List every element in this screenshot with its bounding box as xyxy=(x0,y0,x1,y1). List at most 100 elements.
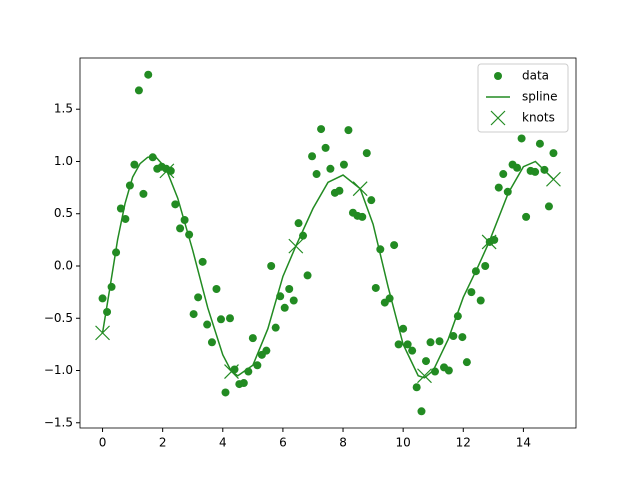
data-point xyxy=(107,282,116,291)
data-point xyxy=(522,212,531,221)
data-point xyxy=(476,296,485,305)
data-point xyxy=(189,310,198,319)
x-tick-label: 14 xyxy=(516,436,531,450)
legend-marker xyxy=(490,110,506,126)
y-tick-label: −0.5 xyxy=(44,311,73,325)
data-point xyxy=(280,303,289,312)
legend-marker xyxy=(494,72,502,80)
data-point xyxy=(134,86,143,95)
data-point xyxy=(449,332,458,341)
y-tick-label: −1.0 xyxy=(44,363,73,377)
x-tick-label: 6 xyxy=(279,436,287,450)
data-point xyxy=(121,214,130,223)
data-point xyxy=(371,283,380,292)
spline-line xyxy=(101,155,554,379)
x-tick-label: 8 xyxy=(339,436,347,450)
data-point xyxy=(499,170,508,179)
data-point xyxy=(207,338,216,347)
data-point xyxy=(444,366,453,375)
y-tick-label: 1.5 xyxy=(54,102,73,116)
data-point xyxy=(267,261,276,270)
data-point xyxy=(198,257,207,266)
data-point xyxy=(399,324,408,333)
knot xyxy=(481,234,497,250)
data-point xyxy=(435,337,444,346)
knot xyxy=(546,171,561,187)
legend-label: data xyxy=(522,69,549,83)
data-point xyxy=(458,333,467,342)
knot xyxy=(288,238,304,254)
data-point xyxy=(403,340,412,349)
data-point xyxy=(481,261,490,270)
data-point xyxy=(490,235,499,244)
data-point xyxy=(462,358,471,367)
data-point xyxy=(408,346,417,355)
legend-label: knots xyxy=(522,111,555,125)
y-tick-label: 0.5 xyxy=(54,206,73,220)
data-point xyxy=(221,388,230,397)
data-point xyxy=(289,296,298,305)
data-point xyxy=(294,219,303,228)
axes-frame xyxy=(79,57,577,429)
x-tick-label: 2 xyxy=(159,436,167,450)
data-point xyxy=(339,160,348,169)
data-point xyxy=(326,164,335,173)
data-point xyxy=(303,271,312,280)
data-point xyxy=(417,407,426,416)
data-point xyxy=(390,241,399,250)
data-point xyxy=(130,160,139,169)
data-point xyxy=(531,167,540,176)
data-point xyxy=(144,70,153,79)
data-point xyxy=(212,284,221,293)
data-point xyxy=(358,212,367,221)
x-tick-label: 4 xyxy=(219,436,227,450)
data-point xyxy=(467,288,476,297)
data-point xyxy=(139,189,148,198)
data-point xyxy=(171,200,180,209)
y-tick-label: −1.5 xyxy=(44,415,73,429)
data-point xyxy=(321,143,330,152)
x-tick-label: 12 xyxy=(456,436,471,450)
x-tick-label: 10 xyxy=(396,436,411,450)
data-point xyxy=(421,357,430,366)
data-point xyxy=(253,361,262,370)
data-point xyxy=(226,314,235,323)
data-point xyxy=(98,294,107,303)
knot xyxy=(95,325,110,341)
data-point xyxy=(216,315,225,324)
data-point xyxy=(426,338,435,347)
data-point xyxy=(517,134,526,143)
knot xyxy=(159,163,175,179)
data-point xyxy=(194,293,203,302)
data-point xyxy=(317,125,326,134)
data-point xyxy=(271,323,280,332)
data-point xyxy=(544,202,553,211)
data-point xyxy=(394,340,403,349)
knot xyxy=(352,181,368,197)
knot xyxy=(224,364,239,379)
data-point xyxy=(308,152,317,161)
data-point xyxy=(248,334,257,343)
data-point xyxy=(335,186,344,195)
data-point xyxy=(367,196,376,205)
data-point xyxy=(262,346,271,355)
data-point xyxy=(535,139,544,148)
x-tick-label: 0 xyxy=(99,436,107,450)
data-point xyxy=(285,284,294,293)
data-point xyxy=(312,170,321,179)
y-tick-label: 1.0 xyxy=(54,154,73,168)
data-point xyxy=(344,126,353,135)
data-point xyxy=(549,149,558,158)
data-point xyxy=(239,379,248,388)
legend-label: spline xyxy=(522,90,558,104)
data-point xyxy=(362,149,371,158)
plot-area xyxy=(95,70,561,416)
data-point xyxy=(412,383,421,392)
data-point xyxy=(203,320,212,329)
data-point xyxy=(513,163,522,172)
y-tick-label: 0.0 xyxy=(54,258,73,272)
knot xyxy=(417,368,432,384)
data-point xyxy=(176,224,185,233)
data-point xyxy=(494,183,503,192)
